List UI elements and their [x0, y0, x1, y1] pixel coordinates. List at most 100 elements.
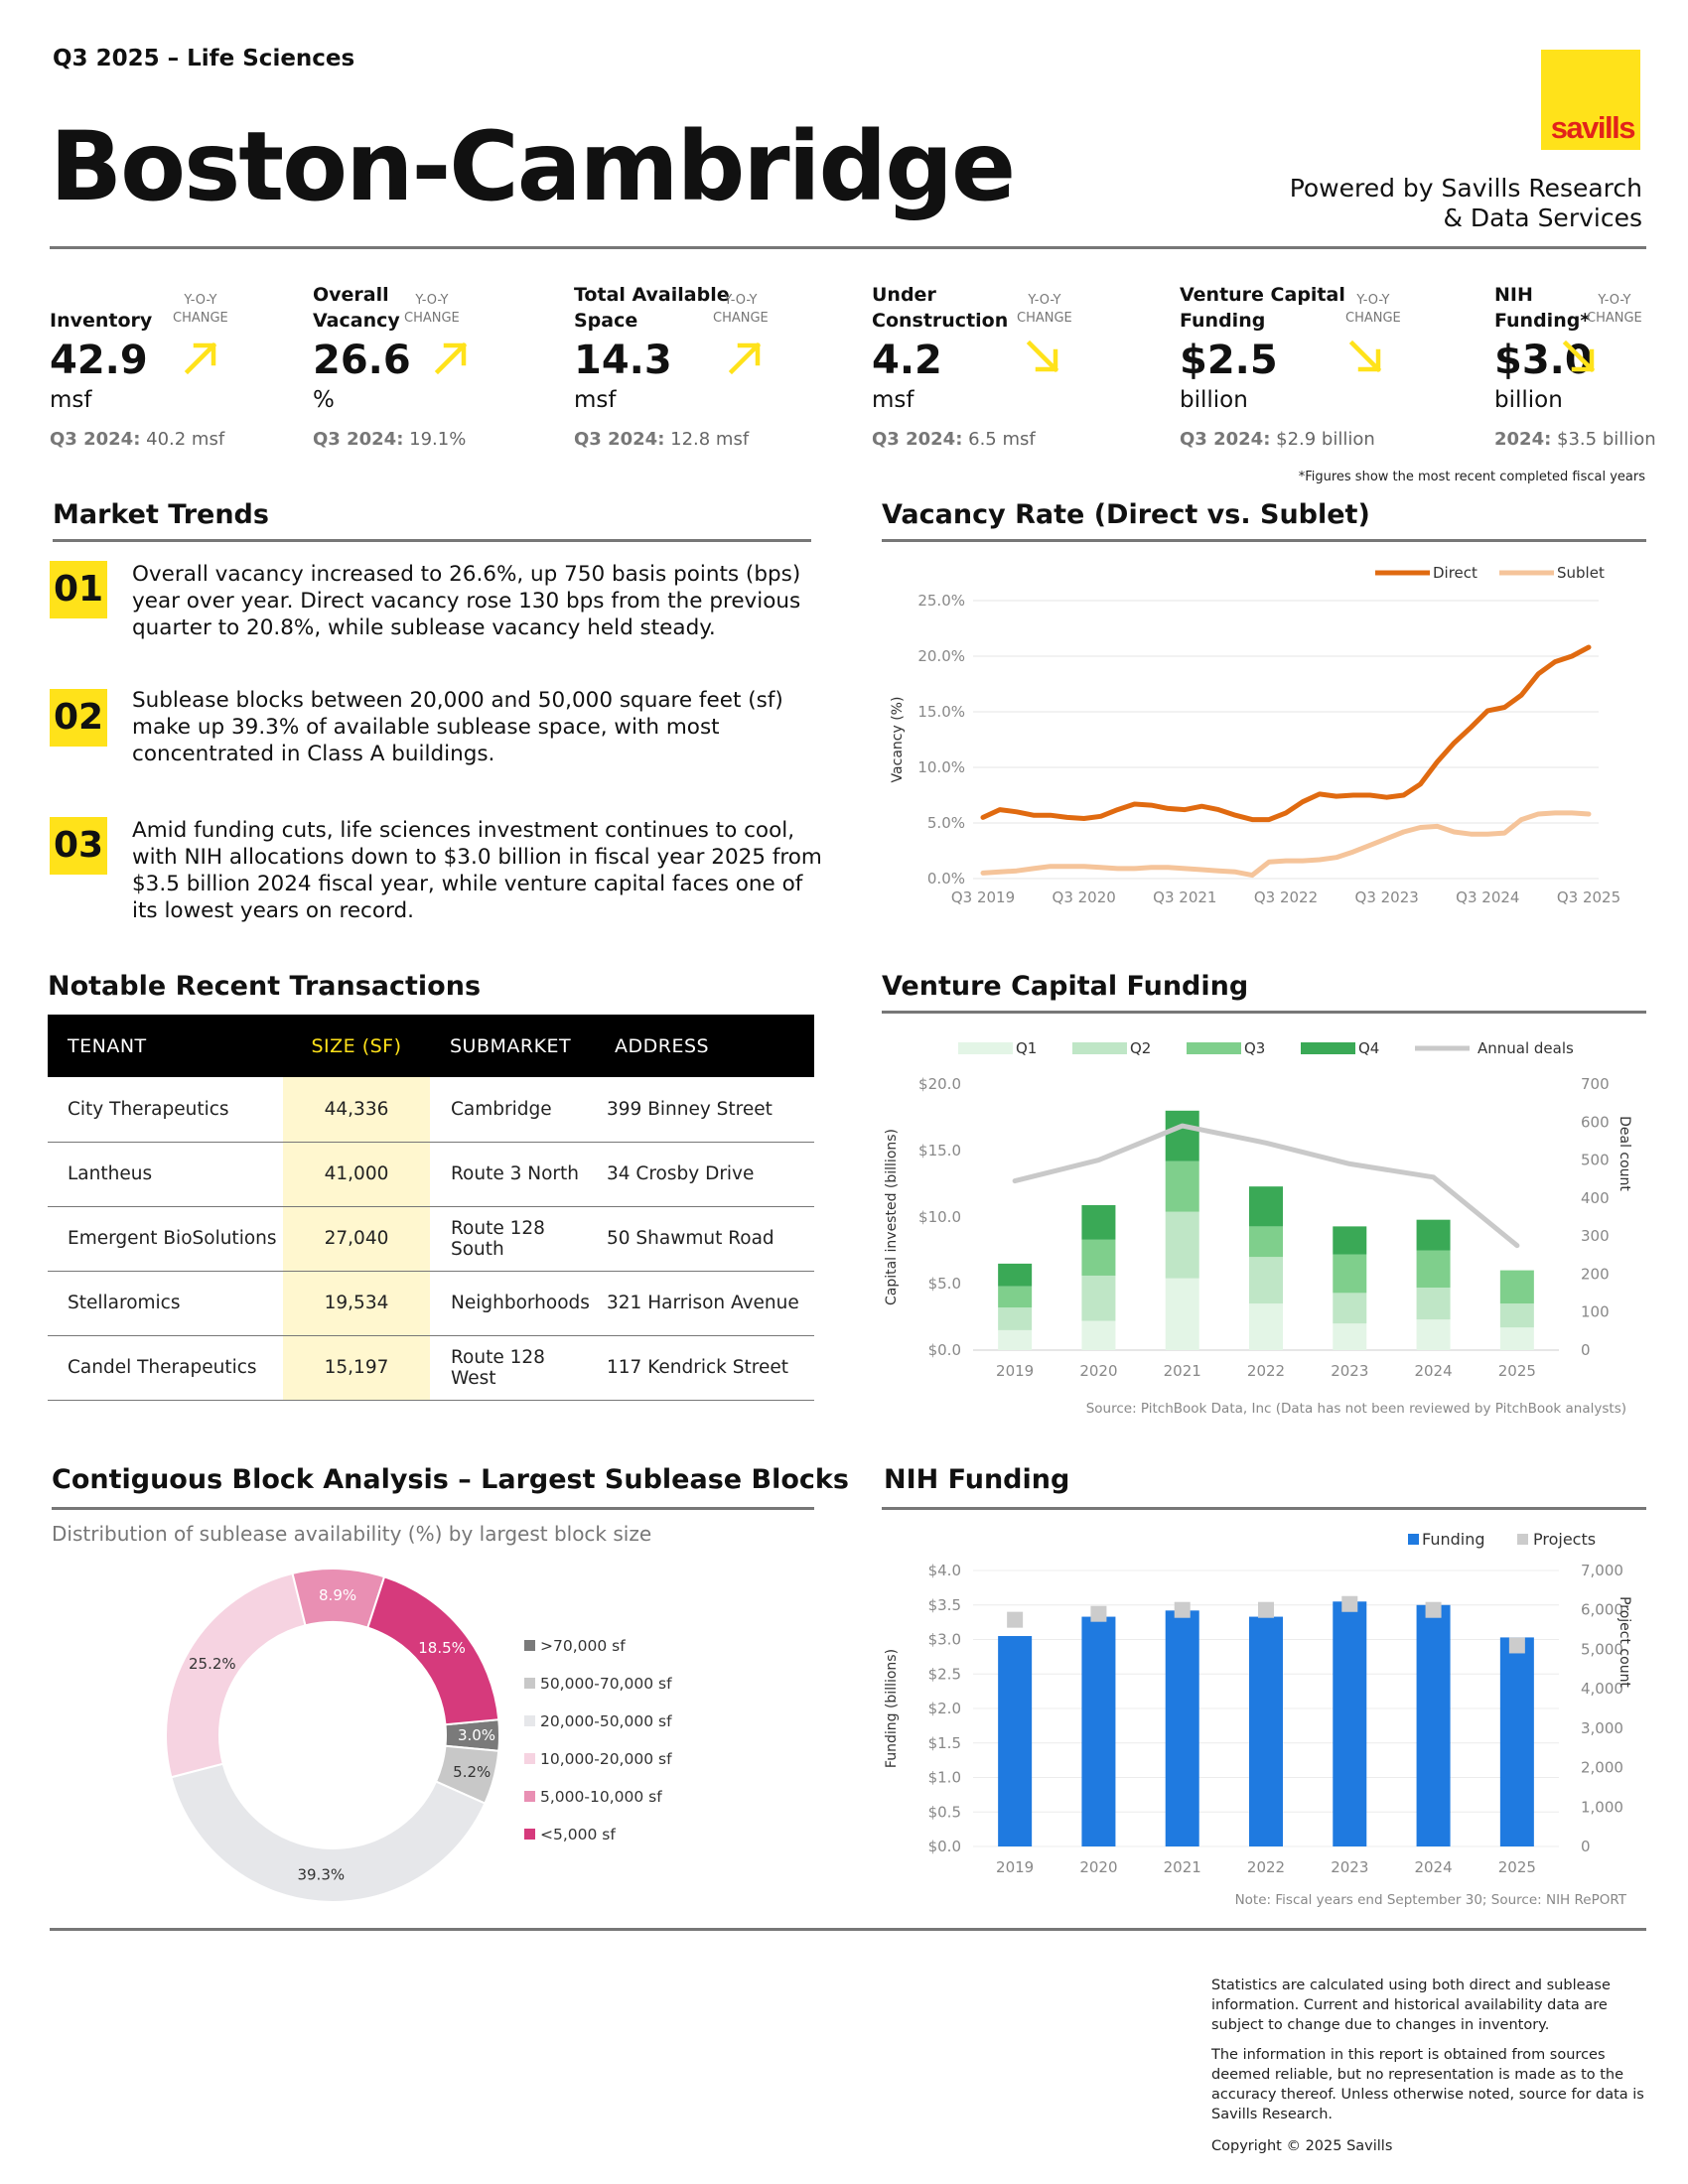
kpi-footnote: *Figures show the most recent completed … [1298, 470, 1645, 484]
y-tick-label: $1.5 [928, 1734, 961, 1752]
bar-q1-2024 [1416, 1319, 1451, 1350]
legend-label-sublet: Sublet [1557, 564, 1605, 582]
x-tick-label: 2022 [1247, 1362, 1285, 1380]
kpi-label: Overall Vacancy [313, 284, 400, 332]
trend-text-1: Overall vacancy increased to 26.6%, up 7… [132, 562, 801, 640]
vacancy-chart-title: Vacancy Rate (Direct vs. Sublet) [882, 499, 1370, 530]
y-tick-label: $3.0 [928, 1631, 961, 1649]
nih-divider [882, 1507, 1646, 1510]
y2-tick-label: 2,000 [1581, 1759, 1623, 1777]
kpi-unit: billion [1494, 387, 1563, 413]
kpi-value: 26.6 [313, 338, 411, 383]
footer-divider [50, 1928, 1646, 1931]
vc-divider [882, 1011, 1646, 1014]
x-tick-label: 2019 [996, 1858, 1034, 1876]
tenant-cell: Stellaromics [48, 1271, 283, 1336]
series-line-sublet [980, 810, 1592, 879]
bar-q2-2019 [998, 1307, 1033, 1330]
bar-q2-2021 [1165, 1211, 1199, 1279]
y2-axis-label: Deal count [1617, 1116, 1632, 1191]
bar-q4-2023 [1333, 1226, 1367, 1255]
x-tick-label: 2023 [1331, 1362, 1368, 1380]
address-cell: 321 Harrison Avenue [595, 1271, 814, 1336]
powered-line-1: Powered by Savills Research [1289, 174, 1642, 203]
project-marker-2021 [1174, 1601, 1191, 1618]
x-tick-label: 2021 [1164, 1362, 1201, 1380]
y-tick-label: 10.0% [917, 758, 965, 776]
y-axis-label: Capital invested (billions) [884, 1129, 900, 1305]
vacancy-divider [882, 539, 1646, 542]
legend-label: 50,000-70,000 sf [540, 1675, 672, 1693]
col-address: ADDRESS [595, 1015, 814, 1077]
size-cell: 27,040 [283, 1206, 430, 1272]
submarket-cell: Route 128 West [430, 1335, 595, 1401]
kpi-value: 42.9 [50, 338, 148, 383]
x-tick-label: 2019 [996, 1362, 1034, 1380]
market-trends-title: Market Trends [53, 499, 269, 530]
x-tick-label: Q3 2021 [1153, 888, 1216, 906]
slice-data-label: 18.5% [418, 1639, 466, 1657]
y2-tick-label: 100 [1581, 1303, 1610, 1321]
slice-data-label: 5.2% [453, 1763, 491, 1781]
legend-swatch [524, 1678, 535, 1689]
col-tenant: TENANT [48, 1015, 283, 1077]
bar-q1-2021 [1165, 1278, 1199, 1350]
y-tick-label: $2.0 [928, 1700, 961, 1717]
y-tick-label: 0.0% [927, 870, 965, 887]
bar-q3-2020 [1081, 1239, 1116, 1276]
donut-slice [170, 1762, 487, 1903]
x-tick-label: Q3 2019 [951, 888, 1015, 906]
y-tick-label: 20.0% [917, 647, 965, 665]
legend-swatch-q2 [1072, 1042, 1127, 1054]
arrow-down-right-icon [1026, 340, 1059, 373]
y2-tick-label: 0 [1581, 1341, 1591, 1359]
y-tick-label: $2.5 [928, 1665, 961, 1683]
kpi-value: $2.5 [1180, 338, 1278, 383]
yoy-label: Y-O-Y CHANGE [1587, 293, 1642, 326]
legend-label-funding: Funding [1422, 1530, 1485, 1549]
bar-q1-2020 [1081, 1320, 1116, 1350]
bar-q1-2019 [998, 1329, 1033, 1350]
kpi-comparison: 2024: $3.5 billion [1494, 429, 1656, 450]
arrow-up-right-icon [434, 341, 468, 375]
yoy-label: Y-O-Y CHANGE [1345, 293, 1401, 326]
x-tick-label: Q3 2023 [1355, 888, 1419, 906]
bar-q3-2025 [1499, 1270, 1534, 1304]
nih-source-note: Note: Fiscal years end September 30; Sou… [1235, 1892, 1627, 1908]
donut-slice [165, 1571, 307, 1779]
tenant-cell: Lantheus [48, 1142, 283, 1207]
y2-tick-label: 3,000 [1581, 1719, 1623, 1737]
kpi-label: Total Available Space [574, 284, 730, 332]
powered-by: Powered by Savills Research & Data Servi… [1225, 174, 1642, 233]
table-row: Lantheus 41,000 Route 3 North 34 Crosby … [48, 1142, 814, 1207]
legend-swatch-q3 [1187, 1042, 1241, 1054]
vc-chart-title: Venture Capital Funding [882, 971, 1249, 1002]
donut-title: Contiguous Block Analysis – Largest Subl… [52, 1464, 849, 1495]
x-tick-label: Q3 2025 [1557, 888, 1620, 906]
slice-data-label: 25.2% [189, 1655, 236, 1673]
kpi-comparison: Q3 2024: 19.1% [313, 429, 467, 450]
y-tick-label: $15.0 [918, 1142, 961, 1160]
kpi-card: Venture Capital Funding Y-O-Y CHANGE $2.5 bil… [1180, 278, 1408, 457]
slice-data-label: 39.3% [297, 1866, 345, 1884]
bar-q2-2020 [1081, 1275, 1116, 1321]
arrow-up-right-icon [728, 341, 762, 375]
kpi-value: 14.3 [574, 338, 672, 383]
kpi-value: $3.0 [1494, 338, 1593, 383]
trend-text-3: Amid funding cuts, life sciences investm… [132, 818, 822, 923]
nih-chart: $0.0 $0.5 $1.0 $1.5 $2.0 $2.5 $3.0 $3.5 $4.0 0 1,0… [884, 1530, 1632, 1908]
transactions-title: Notable Recent Transactions [48, 971, 482, 1002]
y-tick-label: $10.0 [918, 1208, 961, 1226]
kpi-comparison: Q3 2024: 12.8 msf [574, 429, 750, 450]
y2-tick-label: 300 [1581, 1227, 1610, 1245]
legend-swatch-q1 [958, 1042, 1013, 1054]
x-tick-label: 2023 [1331, 1858, 1368, 1876]
y-tick-label: 5.0% [927, 814, 965, 832]
arrow-up-right-icon [184, 341, 217, 375]
kpi-label: Under Construction [872, 284, 1009, 332]
y2-tick-label: 1,000 [1581, 1798, 1623, 1816]
table-header-row: TENANT SIZE (SF) SUBMARKET ADDRESS [48, 1015, 814, 1077]
x-tick-label: 2024 [1414, 1362, 1452, 1380]
bar-q1-2023 [1333, 1323, 1367, 1350]
series-line-annual-deals [1012, 1123, 1520, 1249]
